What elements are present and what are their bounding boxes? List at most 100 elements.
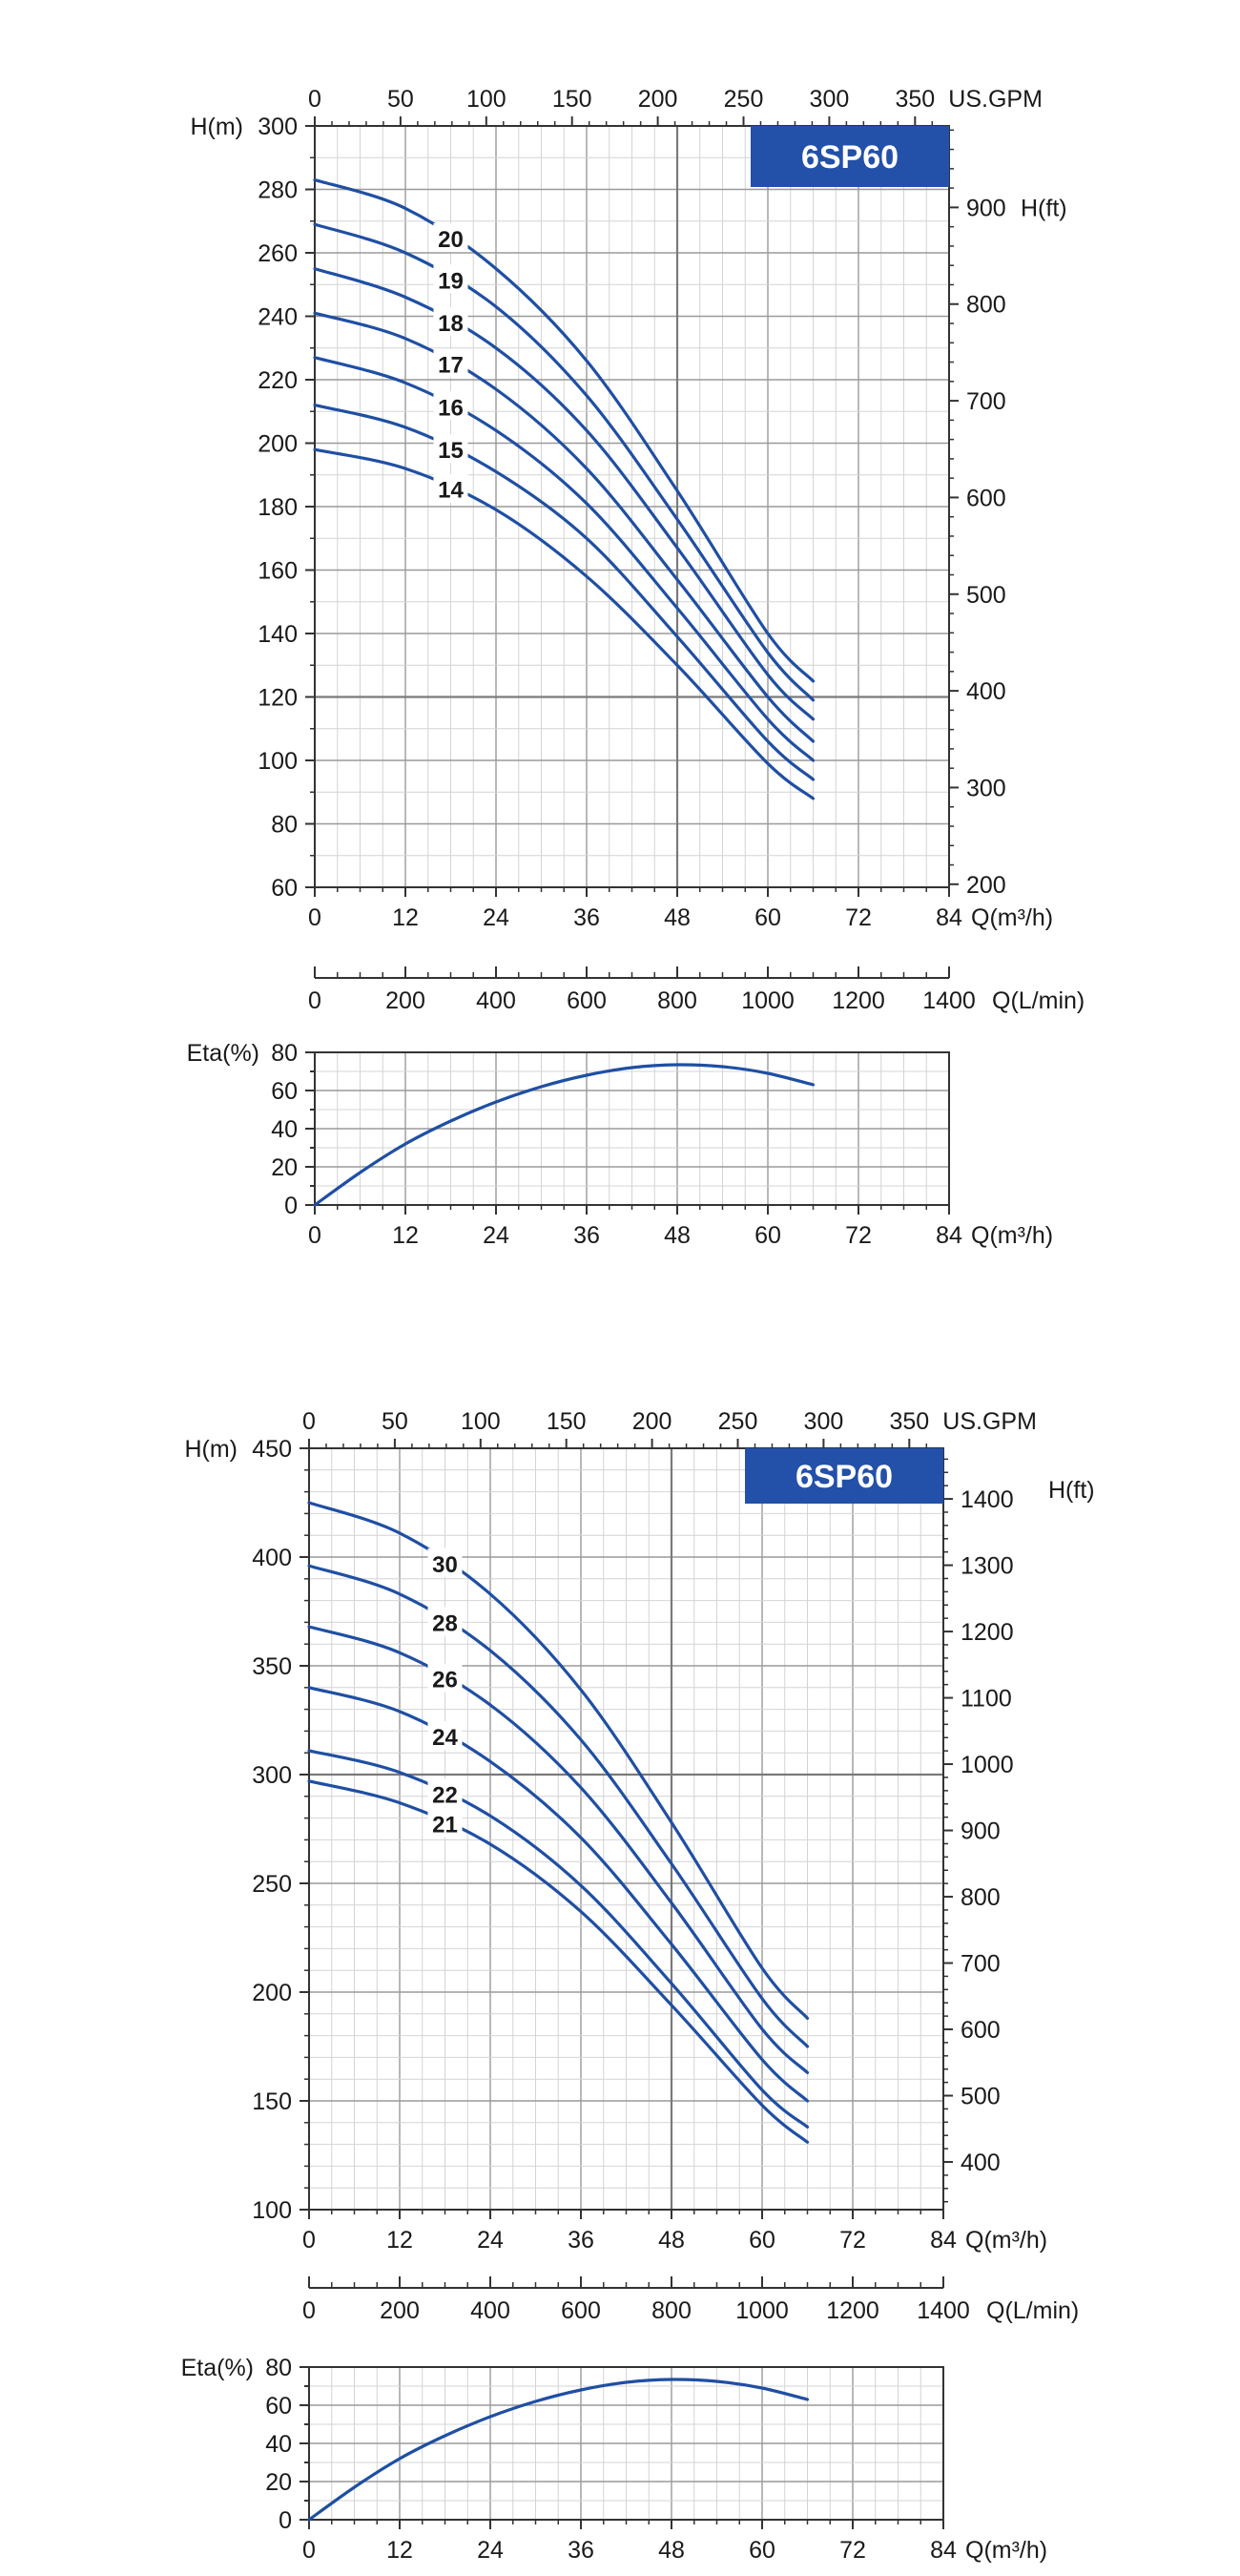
curve-label-bg bbox=[433, 264, 468, 294]
eta-y-tick-label: 60 bbox=[265, 2393, 292, 2420]
x-tick-label: 84 bbox=[930, 2227, 957, 2254]
y-tick-label: 140 bbox=[258, 621, 298, 648]
head-curve-22 bbox=[307, 1749, 810, 2129]
flow-axis-title: Q(L/min) bbox=[992, 987, 1085, 1014]
x-tick-label: 48 bbox=[664, 904, 691, 931]
y-tick-label: 240 bbox=[258, 304, 298, 331]
eta-x-tick-label: 12 bbox=[392, 1222, 419, 1249]
y2-axis-title: H(ft) bbox=[1021, 195, 1067, 221]
y-tick-label: 220 bbox=[258, 367, 298, 394]
head-curve-21 bbox=[307, 1779, 810, 2144]
gpm-tick-label: 0 bbox=[308, 86, 321, 113]
y2-tick-label: 1000 bbox=[961, 1752, 1014, 1778]
y-axis-title: H(m) bbox=[190, 114, 243, 140]
y2-tick-label: 300 bbox=[966, 775, 1006, 801]
flow-tick-label: 200 bbox=[380, 2297, 420, 2324]
x-tick-label: 36 bbox=[568, 2227, 594, 2254]
x-tick-label: 72 bbox=[839, 2227, 866, 2254]
flow-tick-label: 600 bbox=[567, 987, 607, 1014]
head-curve-15 bbox=[313, 404, 816, 781]
curve-label-bg bbox=[433, 223, 468, 253]
y-tick-label: 280 bbox=[258, 177, 298, 204]
flow-tick-label: 600 bbox=[561, 2297, 601, 2324]
curve-label: 19 bbox=[438, 268, 464, 294]
x-tick-label: 0 bbox=[302, 2227, 316, 2254]
y-tick-label: 400 bbox=[252, 1545, 292, 1571]
eta-y-tick-label: 60 bbox=[271, 1078, 298, 1105]
head-curve-30 bbox=[307, 1501, 810, 2020]
efficiency-chart bbox=[305, 1051, 950, 1215]
flow-axis bbox=[314, 966, 950, 979]
y2-tick-label: 800 bbox=[961, 1884, 1001, 1911]
flow-tick-label: 0 bbox=[308, 987, 321, 1014]
y-tick-label: 80 bbox=[271, 812, 298, 839]
y-axis-title: H(m) bbox=[184, 1436, 238, 1463]
eta-x-tick-label: 12 bbox=[386, 2537, 413, 2564]
head-curve-20 bbox=[313, 177, 816, 683]
eta-x-tick-label: 48 bbox=[664, 1222, 691, 1249]
flow-axis bbox=[308, 2276, 944, 2289]
y-tick-label: 150 bbox=[252, 2088, 292, 2115]
gpm-tick-label: 100 bbox=[461, 1408, 501, 1435]
head-curves: 30 28 26 24 22 21 bbox=[307, 1501, 810, 2144]
efficiency-curve bbox=[307, 2378, 810, 2522]
y2-tick-label: 500 bbox=[966, 582, 1006, 609]
curve-label: 16 bbox=[438, 395, 464, 421]
flow-tick-label: 0 bbox=[302, 2297, 316, 2324]
flow-tick-label: 1400 bbox=[922, 987, 976, 1014]
head-curve-18 bbox=[313, 267, 816, 721]
gpm-axis-title: US.GPM bbox=[942, 1408, 1037, 1435]
head-chart: 20 19 18 17 16 15 14 bbox=[305, 116, 959, 897]
gpm-tick-label: 50 bbox=[382, 1408, 408, 1435]
head-curve-17 bbox=[313, 311, 816, 743]
head-curve-26 bbox=[307, 1625, 810, 2074]
eta-x-tick-label: 24 bbox=[483, 1222, 509, 1249]
gpm-tick-label: 150 bbox=[547, 1408, 587, 1435]
chart-panel-2: 30 28 26 24 22 21 bbox=[300, 1439, 953, 2529]
head-curve-14 bbox=[313, 447, 816, 800]
eta-x-tick-label: 72 bbox=[839, 2537, 866, 2564]
flow-tick-label: 1000 bbox=[741, 987, 795, 1014]
head-curve-28 bbox=[307, 1564, 810, 2048]
flow-tick-label: 400 bbox=[476, 987, 516, 1014]
eta-x-tick-label: 84 bbox=[936, 1222, 962, 1249]
model-badge bbox=[745, 1448, 943, 1504]
y2-tick-label: 600 bbox=[961, 2017, 1001, 2044]
flow-tick-label: 1200 bbox=[826, 2297, 879, 2324]
flow-tick-label: 1200 bbox=[832, 987, 885, 1014]
y2-tick-label: 1100 bbox=[961, 1686, 1012, 1713]
x-tick-label: 24 bbox=[477, 2227, 504, 2254]
eta-y-tick-label: 40 bbox=[265, 2431, 292, 2458]
gpm-tick-label: 350 bbox=[895, 86, 935, 113]
x-tick-label: 84 bbox=[936, 904, 962, 931]
curve-label: 20 bbox=[438, 227, 464, 253]
efficiency-curve bbox=[313, 1063, 816, 1207]
gpm-tick-label: 300 bbox=[810, 86, 850, 113]
flow-tick-label: 800 bbox=[657, 987, 697, 1014]
gpm-tick-label: 200 bbox=[638, 86, 678, 113]
curve-label: 15 bbox=[438, 438, 464, 464]
curve-label-bg bbox=[427, 1778, 463, 1808]
eta-x-tick-label: 48 bbox=[658, 2537, 685, 2564]
x-tick-label: 36 bbox=[573, 904, 600, 931]
head-curves: 20 19 18 17 16 15 14 bbox=[313, 177, 816, 800]
gpm-tick-label: 350 bbox=[889, 1408, 929, 1435]
y-tick-label: 120 bbox=[258, 685, 298, 712]
x-tick-label: 12 bbox=[386, 2227, 413, 2254]
y2-tick-label: 200 bbox=[966, 872, 1006, 899]
flow-tick-label: 400 bbox=[470, 2297, 510, 2324]
curve-label-bg bbox=[427, 1721, 463, 1751]
y2-tick-label: 900 bbox=[961, 1818, 1001, 1845]
y2-tick-label: 800 bbox=[966, 292, 1006, 319]
y-tick-label: 100 bbox=[258, 748, 298, 775]
eta-x-axis-title: Q(m³/h) bbox=[971, 1222, 1053, 1249]
x-tick-label: 12 bbox=[392, 904, 419, 931]
eta-x-tick-label: 0 bbox=[302, 2537, 316, 2564]
x-tick-label: 60 bbox=[754, 904, 781, 931]
curve-label: 26 bbox=[432, 1668, 458, 1693]
curve-label: 14 bbox=[438, 478, 464, 504]
y2-tick-label: 400 bbox=[961, 2150, 1001, 2176]
curve-label: 28 bbox=[432, 1610, 458, 1636]
eta-y-axis-title: Eta(%) bbox=[181, 2355, 254, 2381]
